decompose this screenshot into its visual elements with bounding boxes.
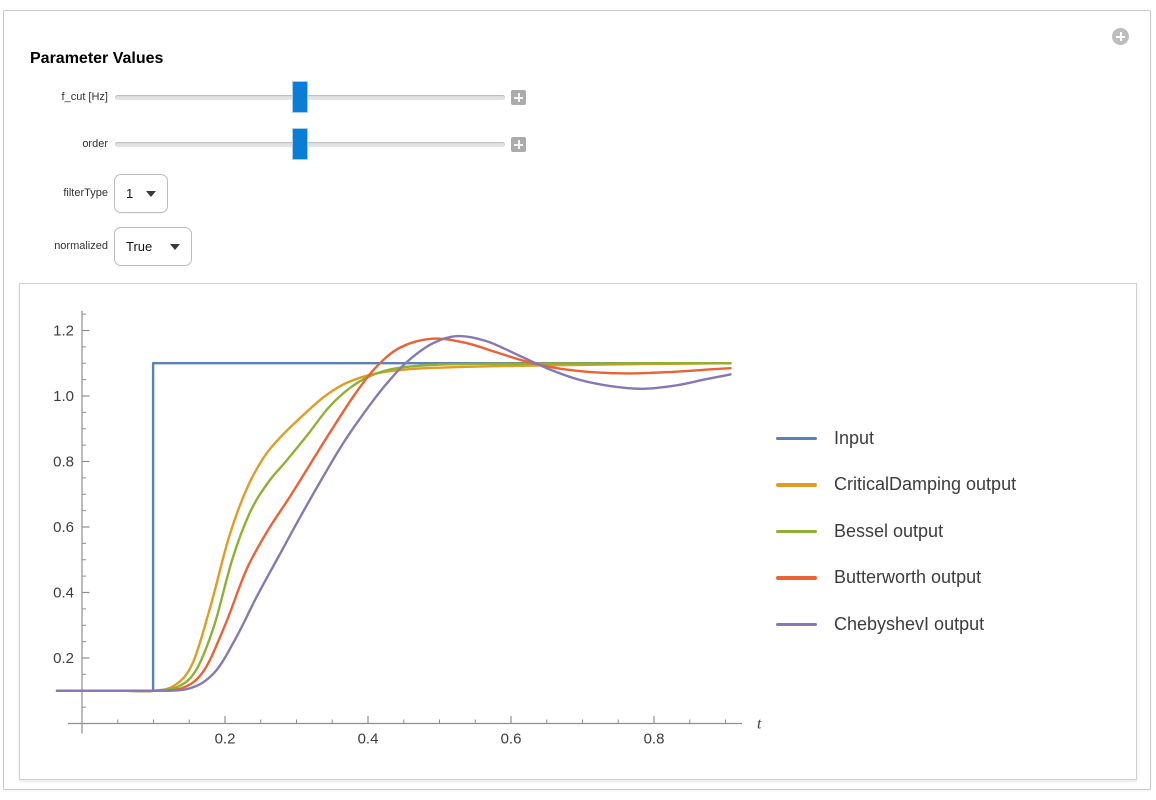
slider-label-fcut: f_cut [Hz] — [61, 91, 108, 103]
series-butterworth-output — [55, 337, 732, 693]
fcut-slider-track[interactable] — [115, 82, 505, 112]
svg-text:0.4: 0.4 — [358, 731, 379, 748]
legend-label: CriticalDamping output — [834, 474, 1017, 495]
series-input — [55, 362, 732, 692]
dropdown-label-normalized: normalized — [54, 240, 108, 252]
plot-panel: 0.2 0.4 0.6 0.8 0.2 0.4 0.6 0.8 1.0 1.2 t Input Cri… — [19, 283, 1137, 780]
series-chebyshevi-output — [55, 334, 732, 693]
series-criticaldamping-output — [55, 362, 732, 693]
legend-swatch — [776, 529, 817, 533]
step-response-chart: 0.2 0.4 0.6 0.8 0.2 0.4 0.6 0.8 1.0 1.2 t — [53, 310, 762, 748]
filtertype-dropdown[interactable]: 1 — [114, 174, 168, 213]
legend-swatch — [776, 436, 817, 440]
legend-swatch — [776, 483, 817, 487]
normalized-value: True — [126, 239, 153, 254]
manipulate-settings-plus-icon[interactable] — [1112, 28, 1129, 45]
legend-item: Bessel output — [776, 508, 1016, 555]
legend-item: CriticalDamping output — [776, 462, 1016, 509]
legend-item: ChebyshevI output — [776, 601, 1016, 648]
chart-legend: Input CriticalDamping output Bessel output… — [776, 415, 1016, 648]
legend-swatch — [776, 622, 817, 626]
svg-text:0.8: 0.8 — [53, 454, 74, 471]
order-slider-track[interactable] — [115, 129, 505, 159]
svg-text:0.8: 0.8 — [644, 731, 665, 748]
legend-item: Input — [776, 415, 1016, 462]
order-slider-thumb[interactable] — [293, 129, 308, 159]
legend-label: Input — [834, 427, 875, 448]
svg-text:1.0: 1.0 — [53, 388, 74, 405]
legend-label: ChebyshevI output — [834, 613, 985, 634]
svg-text:1.2: 1.2 — [53, 323, 74, 340]
svg-text:0.2: 0.2 — [53, 650, 74, 667]
legend-swatch — [776, 576, 817, 580]
panel-title: Parameter Values — [30, 50, 164, 67]
svg-text:t: t — [757, 716, 762, 733]
svg-text:0.6: 0.6 — [501, 731, 522, 748]
fcut-slider-thumb[interactable] — [293, 82, 308, 112]
svg-text:0.6: 0.6 — [53, 519, 74, 536]
filtertype-value: 1 — [126, 186, 134, 201]
series-bessel-output — [55, 362, 732, 693]
legend-label: Butterworth output — [834, 567, 982, 588]
fcut-expand-button[interactable] — [511, 90, 526, 105]
normalized-dropdown[interactable]: True — [114, 227, 192, 266]
svg-text:0.4: 0.4 — [53, 585, 74, 602]
chevron-down-icon — [170, 243, 180, 250]
svg-text:0.2: 0.2 — [215, 731, 236, 748]
slider-label-order: order — [82, 138, 108, 150]
dropdown-label-filtertype: filterType — [63, 187, 108, 199]
legend-label: Bessel output — [834, 520, 944, 541]
chevron-down-icon — [146, 190, 156, 197]
order-expand-button[interactable] — [511, 137, 526, 152]
legend-item: Butterworth output — [776, 555, 1016, 602]
